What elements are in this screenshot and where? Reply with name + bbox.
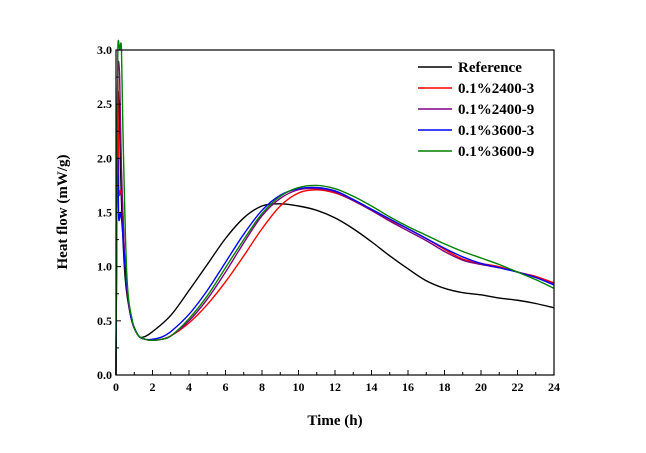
y-tick-label: 0.0 bbox=[97, 368, 112, 382]
y-tick-label: 1.0 bbox=[97, 260, 112, 274]
legend-label-5: 0.1%3600-9 bbox=[458, 144, 534, 160]
x-tick-label: 0 bbox=[113, 380, 119, 394]
x-tick-label: 20 bbox=[475, 380, 487, 394]
x-tick-label: 2 bbox=[150, 380, 156, 394]
x-tick-label: 6 bbox=[223, 380, 229, 394]
series-layer bbox=[115, 39, 555, 376]
x-tick-label: 10 bbox=[293, 380, 305, 394]
x-tick-label: 12 bbox=[329, 380, 341, 394]
y-tick-label: 1.5 bbox=[97, 206, 112, 220]
x-tick-label: 18 bbox=[439, 380, 451, 394]
x-tick-label: 24 bbox=[548, 380, 560, 394]
series-line-5 bbox=[115, 39, 555, 376]
legend: Reference 0.1%2400-3 0.1%2400-9 0.1%3600-3 0… bbox=[418, 60, 534, 160]
series-line-3 bbox=[115, 60, 555, 376]
y-tick-label: 2.5 bbox=[97, 97, 112, 111]
y-tick-label: 2.0 bbox=[97, 151, 112, 165]
x-tick-label: 8 bbox=[259, 380, 265, 394]
axis-ticks: 0 2 4 6 8 10 12 14 16 18 20 22 240.00.51.01.52.02.53… bbox=[97, 43, 560, 394]
legend-label-4: 0.1%3600-3 bbox=[458, 123, 534, 139]
legend-label-1: Reference bbox=[458, 60, 522, 76]
legend-label-2: 0.1%2400-3 bbox=[458, 81, 534, 97]
y-tick-label: 0.5 bbox=[97, 314, 112, 328]
x-tick-label: 14 bbox=[366, 380, 378, 394]
series-line-2 bbox=[115, 65, 555, 376]
x-axis-title: Time (h) bbox=[307, 413, 362, 429]
series-line-4 bbox=[115, 157, 555, 376]
x-tick-label: 16 bbox=[402, 380, 414, 394]
x-tick-label: 22 bbox=[512, 380, 524, 394]
x-tick-label: 4 bbox=[186, 380, 192, 394]
y-tick-label: 3.0 bbox=[97, 43, 112, 57]
y-axis-title: Heat flow (mW/g) bbox=[55, 155, 71, 270]
legend-label-3: 0.1%2400-9 bbox=[458, 102, 534, 118]
